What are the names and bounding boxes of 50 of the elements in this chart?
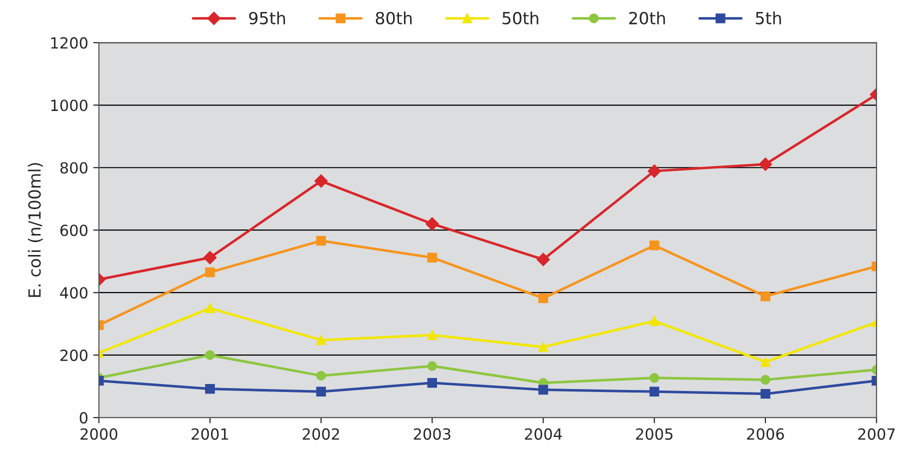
point (538, 293, 548, 304)
point (760, 357, 770, 367)
point (649, 316, 660, 326)
point (205, 350, 215, 360)
x-tick-label: 2007 (858, 428, 895, 440)
point (760, 374, 770, 385)
x-tick-label: 2003 (414, 428, 450, 440)
point (536, 252, 550, 266)
x-tick-label: 2001 (192, 428, 228, 440)
legend-label: 5th (756, 12, 781, 24)
point (760, 291, 770, 302)
point (316, 386, 326, 396)
point (760, 388, 770, 399)
y-tick-label: 1000 (51, 100, 88, 112)
legend-label: 50th (502, 12, 538, 24)
x-tick-label: 2000 (80, 428, 118, 440)
legend-label: 95th (249, 12, 285, 24)
point (427, 378, 438, 388)
point (427, 252, 438, 262)
y-tick-label: 200 (60, 350, 88, 362)
point (758, 158, 772, 171)
point (649, 240, 660, 250)
x-tick-label: 2005 (636, 428, 672, 440)
y-tick-label: 0 (80, 412, 88, 424)
point (538, 342, 548, 352)
point (205, 303, 215, 314)
point (316, 335, 326, 345)
y-tick-label: 1200 (51, 37, 88, 49)
x-tick-label: 2004 (524, 428, 562, 440)
x-tick-label: 2002 (302, 428, 339, 440)
point (649, 373, 660, 383)
legend-label: 80th (376, 12, 412, 24)
point (427, 361, 438, 371)
legend-label: 20th (629, 12, 665, 24)
y-tick-label: 600 (60, 224, 88, 236)
point (205, 267, 215, 278)
point (314, 174, 328, 188)
point (427, 330, 438, 340)
point (649, 386, 660, 396)
y-tick-label: 400 (60, 287, 88, 299)
point (648, 164, 661, 178)
point (203, 251, 217, 264)
point (316, 370, 326, 381)
point (316, 236, 326, 246)
y-tick-label: 800 (60, 162, 88, 174)
point (426, 217, 439, 230)
point (538, 384, 548, 395)
point (205, 384, 215, 394)
y-axis-title: E. coli (n/100ml) (28, 163, 43, 297)
x-tick-label: 2006 (747, 428, 784, 440)
